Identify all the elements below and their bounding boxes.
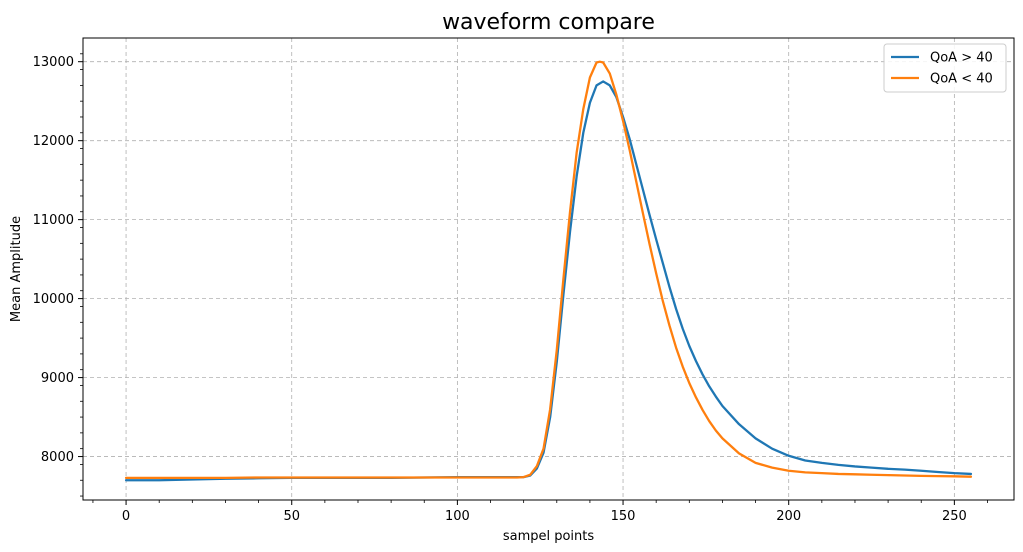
- plot-frame: [82, 37, 1015, 501]
- x-tick-label: 200: [776, 509, 801, 524]
- legend-label-1: QoA > 40: [930, 51, 993, 66]
- legend-label-2: QoA < 40: [930, 72, 993, 87]
- y-tick-label: 10000: [33, 292, 74, 307]
- grid-lines: [83, 38, 1014, 500]
- x-tick-label: 50: [283, 509, 300, 524]
- x-tick-label: 0: [122, 509, 130, 524]
- y-tick-label: 13000: [33, 55, 74, 70]
- x-tick-label: 100: [445, 509, 470, 524]
- y-tick-label: 11000: [33, 213, 74, 228]
- x-tick-label: 250: [942, 509, 967, 524]
- y-axis-label: Mean Amplitude: [9, 216, 24, 322]
- chart-title: waveform compare: [442, 10, 655, 35]
- x-tick-label: 150: [611, 509, 636, 524]
- x-axis-label: sampel points: [503, 529, 595, 544]
- series-lines: [124, 60, 973, 482]
- y-tick-label: 9000: [41, 371, 74, 386]
- legend: QoA > 40 QoA < 40: [883, 43, 1007, 93]
- y-tick-label: 12000: [33, 134, 74, 149]
- y-tick-label: 8000: [41, 450, 74, 465]
- axis-ticks: 0 50 100 150 200 250 8000 9000 10000 11000 12000 13…: [33, 53, 988, 524]
- series-line-2: [124, 60, 973, 480]
